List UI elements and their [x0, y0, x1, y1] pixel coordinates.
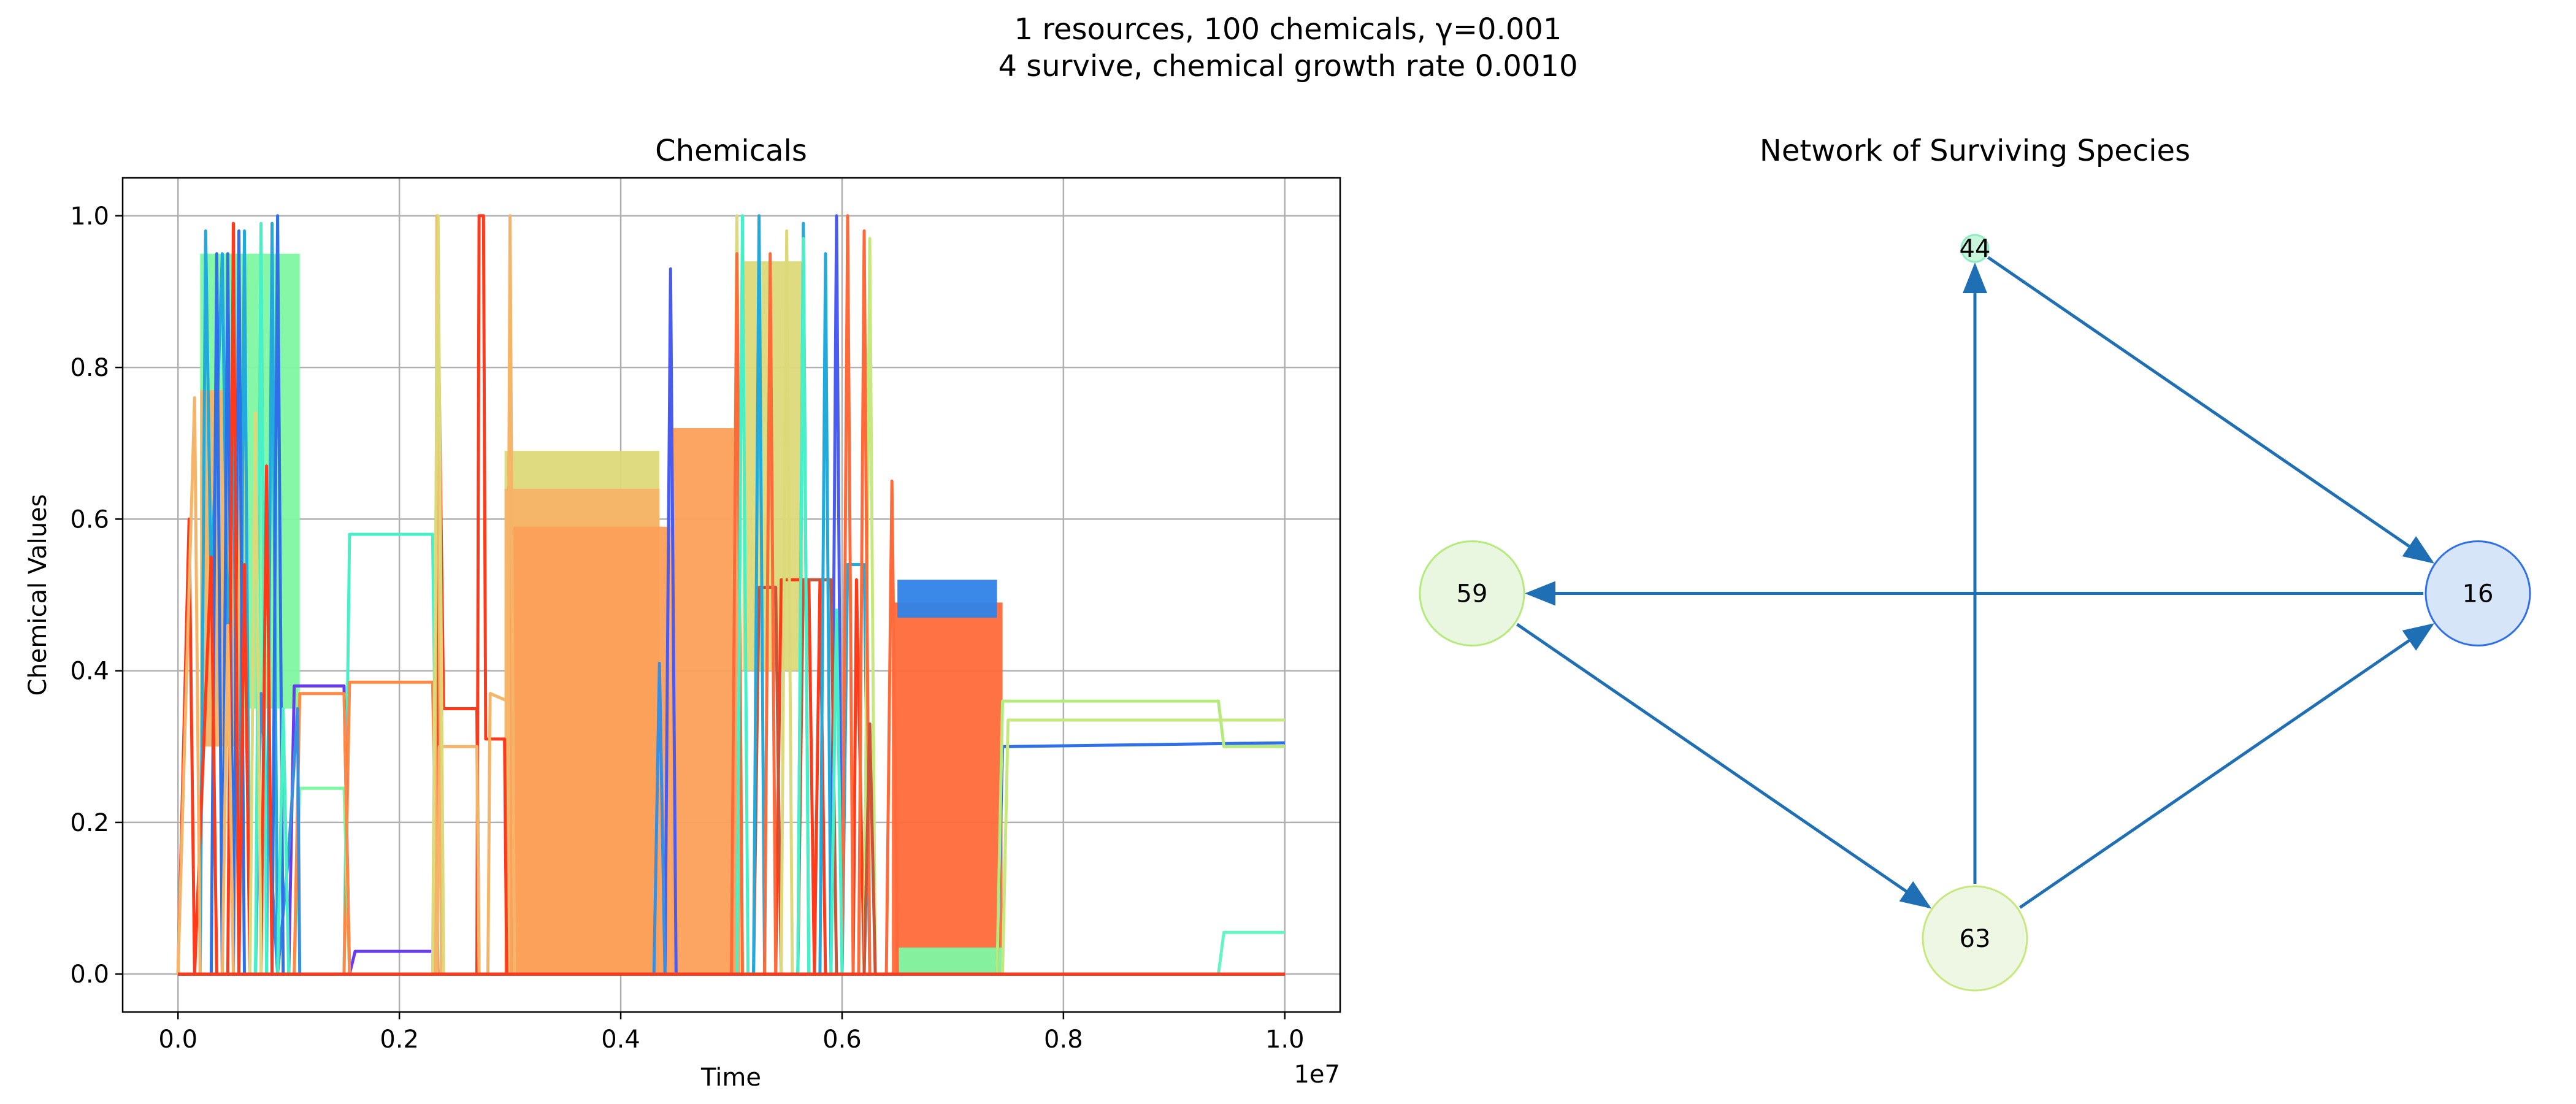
x-tick-label: 0.6: [822, 1025, 862, 1054]
y-tick-label: 0.4: [70, 657, 109, 686]
network-edge-63-to-16: [2018, 623, 2435, 909]
oscillation-band: [510, 526, 671, 975]
network-chart-title: Network of Surviving Species: [1760, 134, 2190, 168]
y-tick-label: 0.0: [70, 960, 109, 989]
y-tick-label: 0.2: [70, 809, 109, 837]
network-edge-59-to-63: [1516, 623, 1932, 909]
network-node-label-59: 59: [1457, 580, 1488, 608]
oscillation-band: [897, 580, 997, 618]
figure-suptitle-line1: 1 resources, 100 chemicals, γ=0.001: [1014, 12, 1562, 47]
network-node-label-16: 16: [2463, 580, 2494, 608]
y-tick-label: 0.8: [70, 354, 109, 382]
network-node-label-44: 44: [1960, 235, 1991, 263]
x-tick-label: 0.2: [380, 1025, 419, 1054]
y-tick-label: 1.0: [70, 202, 109, 231]
oscillation-band: [670, 428, 740, 975]
chemical-series-line: [176, 221, 1285, 976]
network-nodes: 44 59 16 63: [1419, 234, 2531, 992]
network-node-label-63: 63: [1960, 925, 1991, 953]
network-node-59: [1419, 540, 1525, 646]
network-node-16: [2425, 540, 2531, 646]
chart-ticks: 0.0 0.2 0.4 0.6 0.8 1.0 0.0 0.2 0.4 0.6 0.8 1.0: [70, 202, 1304, 1054]
network-node-63: [1922, 885, 2028, 992]
oscillation-band: [897, 947, 1003, 975]
chemical-series-line: [178, 214, 1285, 976]
figure-suptitle-line2: 4 survive, chemical growth rate 0.0010: [998, 49, 1578, 83]
species-network-graph: Network of Surviving Species 44 59 16 63: [1419, 134, 2531, 992]
x-tick-label: 0.4: [601, 1025, 640, 1054]
x-tick-label: 0.8: [1044, 1025, 1083, 1054]
network-edge-44-to-16: [1987, 256, 2435, 564]
y-tick-label: 0.6: [70, 505, 109, 534]
oscillation-band: [892, 602, 1003, 975]
plot-frame: [121, 177, 1341, 1013]
x-axis-offset-label: 1e7: [1294, 1060, 1340, 1089]
x-tick-label: 1.0: [1265, 1025, 1305, 1054]
network-edges: [1516, 256, 2435, 909]
chemical-series-line: [178, 214, 1285, 976]
network-node-44: [1960, 234, 1990, 263]
chart-series: [176, 214, 1285, 976]
chart-bands: [200, 253, 1003, 975]
x-axis-label: Time: [700, 1064, 761, 1092]
chemicals-chart-title: Chemicals: [655, 134, 807, 168]
chemical-series-line: [178, 214, 1285, 976]
chemicals-line-chart: Chemicals 0.0 0.2 0.4 0.6 0.8 1.0 0.0 0.2 0.4 0.6…: [24, 134, 1341, 1092]
x-tick-label: 0.0: [158, 1025, 197, 1054]
y-axis-label: Chemical Values: [24, 494, 52, 696]
